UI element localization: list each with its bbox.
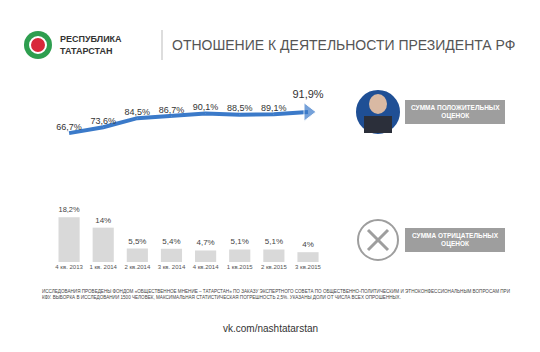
svg-text:ИССЛЕДОВАНИЯ ПРОВЕДЕНЫ ФОНДОМ: ИССЛЕДОВАНИЯ ПРОВЕДЕНЫ ФОНДОМ «ОБЩЕСТВЕН… (42, 289, 510, 300)
svg-text:4 кв.2014: 4 кв.2014 (193, 264, 219, 270)
svg-text:2 кв.2014: 2 кв.2014 (124, 264, 150, 270)
svg-text:91,9%: 91,9% (292, 88, 323, 100)
svg-text:84,5%: 84,5% (125, 107, 151, 117)
svg-text:86,7%: 86,7% (159, 105, 185, 115)
svg-text:3 кв. 2014: 3 кв. 2014 (158, 264, 186, 270)
svg-text:vk.com/nashtatarstan: vk.com/nashtatarstan (223, 323, 318, 334)
svg-text:РЕСПУБЛИКАТАТАРСТАН: РЕСПУБЛИКАТАТАРСТАН (60, 34, 122, 56)
svg-text:5,5%: 5,5% (128, 237, 146, 246)
svg-text:4%: 4% (302, 240, 314, 249)
svg-text:88,5%: 88,5% (227, 103, 253, 113)
svg-text:4,7%: 4,7% (196, 238, 214, 247)
svg-text:73,6%: 73,6% (90, 116, 116, 126)
svg-text:1 кв.2015: 1 кв.2015 (227, 264, 253, 270)
svg-text:СУММА ОТРИЦАТЕЛЬНЫХОЦЕНОК: СУММА ОТРИЦАТЕЛЬНЫХОЦЕНОК (412, 232, 499, 248)
svg-text:14%: 14% (95, 216, 111, 225)
svg-text:5,1%: 5,1% (265, 237, 283, 246)
svg-text:СУММА ПОЛОЖИТЕЛЬНЫХОЦЕНОК: СУММА ПОЛОЖИТЕЛЬНЫХОЦЕНОК (411, 104, 500, 120)
svg-text:18,2%: 18,2% (58, 205, 80, 214)
svg-text:1 кв. 2014: 1 кв. 2014 (89, 264, 117, 270)
svg-text:4 кв. 2013: 4 кв. 2013 (55, 264, 83, 270)
svg-text:89,1%: 89,1% (261, 103, 287, 113)
svg-text:2 кв.2015: 2 кв.2015 (261, 264, 287, 270)
svg-text:5,4%: 5,4% (162, 237, 180, 246)
svg-text:5,1%: 5,1% (231, 237, 249, 246)
svg-text:66,7%: 66,7% (56, 122, 82, 132)
svg-text:90,1%: 90,1% (193, 102, 219, 112)
svg-text:3 кв.2015: 3 кв.2015 (295, 264, 321, 270)
svg-text:ОТНОШЕНИЕ К ДЕЯТЕЛЬНОСТИ ПРЕЗИ: ОТНОШЕНИЕ К ДЕЯТЕЛЬНОСТИ ПРЕЗИДЕНТА РФ (172, 37, 515, 53)
